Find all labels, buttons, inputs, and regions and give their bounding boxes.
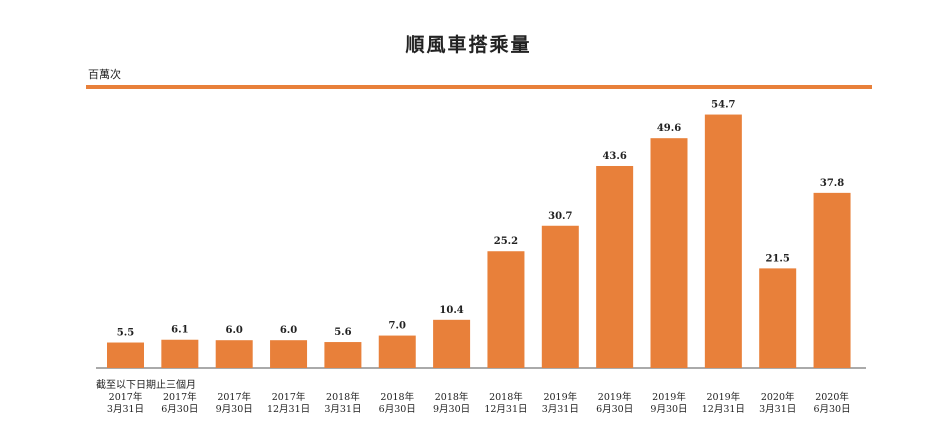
bar-value-label: 37.8 (820, 178, 844, 189)
x-tick-label: 6月30日 (813, 404, 850, 415)
x-tick-label: 6月30日 (161, 404, 198, 415)
x-tick-label: 3月31日 (759, 404, 796, 415)
bar-value-label: 6.0 (225, 325, 242, 336)
bar (541, 225, 579, 368)
bar (324, 342, 362, 368)
y-axis-unit-label: 百萬次 (88, 68, 121, 81)
bar-value-label: 49.6 (657, 123, 681, 134)
x-tick-label: 2018年 (380, 391, 414, 403)
bar-value-label: 21.5 (766, 253, 790, 264)
x-tick-label: 12月31日 (702, 404, 745, 415)
bar-value-label: 6.1 (171, 325, 188, 336)
header-accent-rule (86, 85, 872, 89)
bar (270, 340, 308, 368)
bar-value-label: 5.5 (117, 328, 134, 339)
bar-value-label: 6.0 (280, 325, 297, 336)
x-tick-label: 2019年 (707, 391, 741, 403)
bar (759, 268, 797, 368)
x-tick-label: 6月30日 (379, 404, 416, 415)
x-tick-label: 2017年 (163, 391, 197, 403)
bar (650, 138, 688, 368)
bar-value-label: 10.4 (439, 305, 463, 316)
bar (161, 339, 199, 368)
x-tick-label: 9月30日 (433, 404, 470, 415)
x-tick-label: 3月31日 (107, 404, 144, 415)
x-tick-label: 2017年 (109, 391, 143, 403)
x-tick-label: 12月31日 (484, 404, 527, 415)
bar-value-label: 7.0 (389, 321, 406, 332)
bar-value-label: 43.6 (602, 151, 626, 162)
x-tick-label: 9月30日 (216, 404, 253, 415)
x-tick-label: 2020年 (761, 391, 795, 403)
x-tick-label: 3月31日 (542, 404, 579, 415)
bar-value-label: 25.2 (494, 236, 518, 247)
bar-value-label: 54.7 (711, 100, 735, 111)
bar (704, 114, 742, 368)
x-tick-label: 2019年 (543, 391, 577, 403)
bar (487, 251, 525, 368)
bar (378, 335, 416, 368)
bar (596, 165, 634, 368)
x-tick-label: 2019年 (652, 391, 686, 403)
bar-value-label: 5.6 (334, 327, 351, 338)
x-tick-label: 2018年 (489, 391, 523, 403)
x-tick-label: 2020年 (815, 391, 849, 403)
x-tick-label: 6月30日 (596, 404, 633, 415)
x-tick-label: 2017年 (272, 391, 306, 403)
bar (813, 192, 851, 368)
x-tick-label: 2018年 (326, 391, 360, 403)
period-note: 截至以下日期止三個月 (96, 380, 196, 391)
bar (215, 340, 253, 368)
bar (107, 342, 144, 368)
x-tick-label: 2019年 (598, 391, 632, 403)
chart-title: 順風車搭乘量 (405, 34, 532, 56)
x-tick-label: 2018年 (435, 391, 469, 403)
bar-value-label: 30.7 (548, 211, 572, 222)
x-tick-label: 3月31日 (324, 404, 361, 415)
x-tick-label: 2017年 (217, 391, 251, 403)
bar (433, 319, 471, 368)
x-tick-label: 9月30日 (650, 404, 687, 415)
x-tick-label: 12月31日 (267, 404, 310, 415)
